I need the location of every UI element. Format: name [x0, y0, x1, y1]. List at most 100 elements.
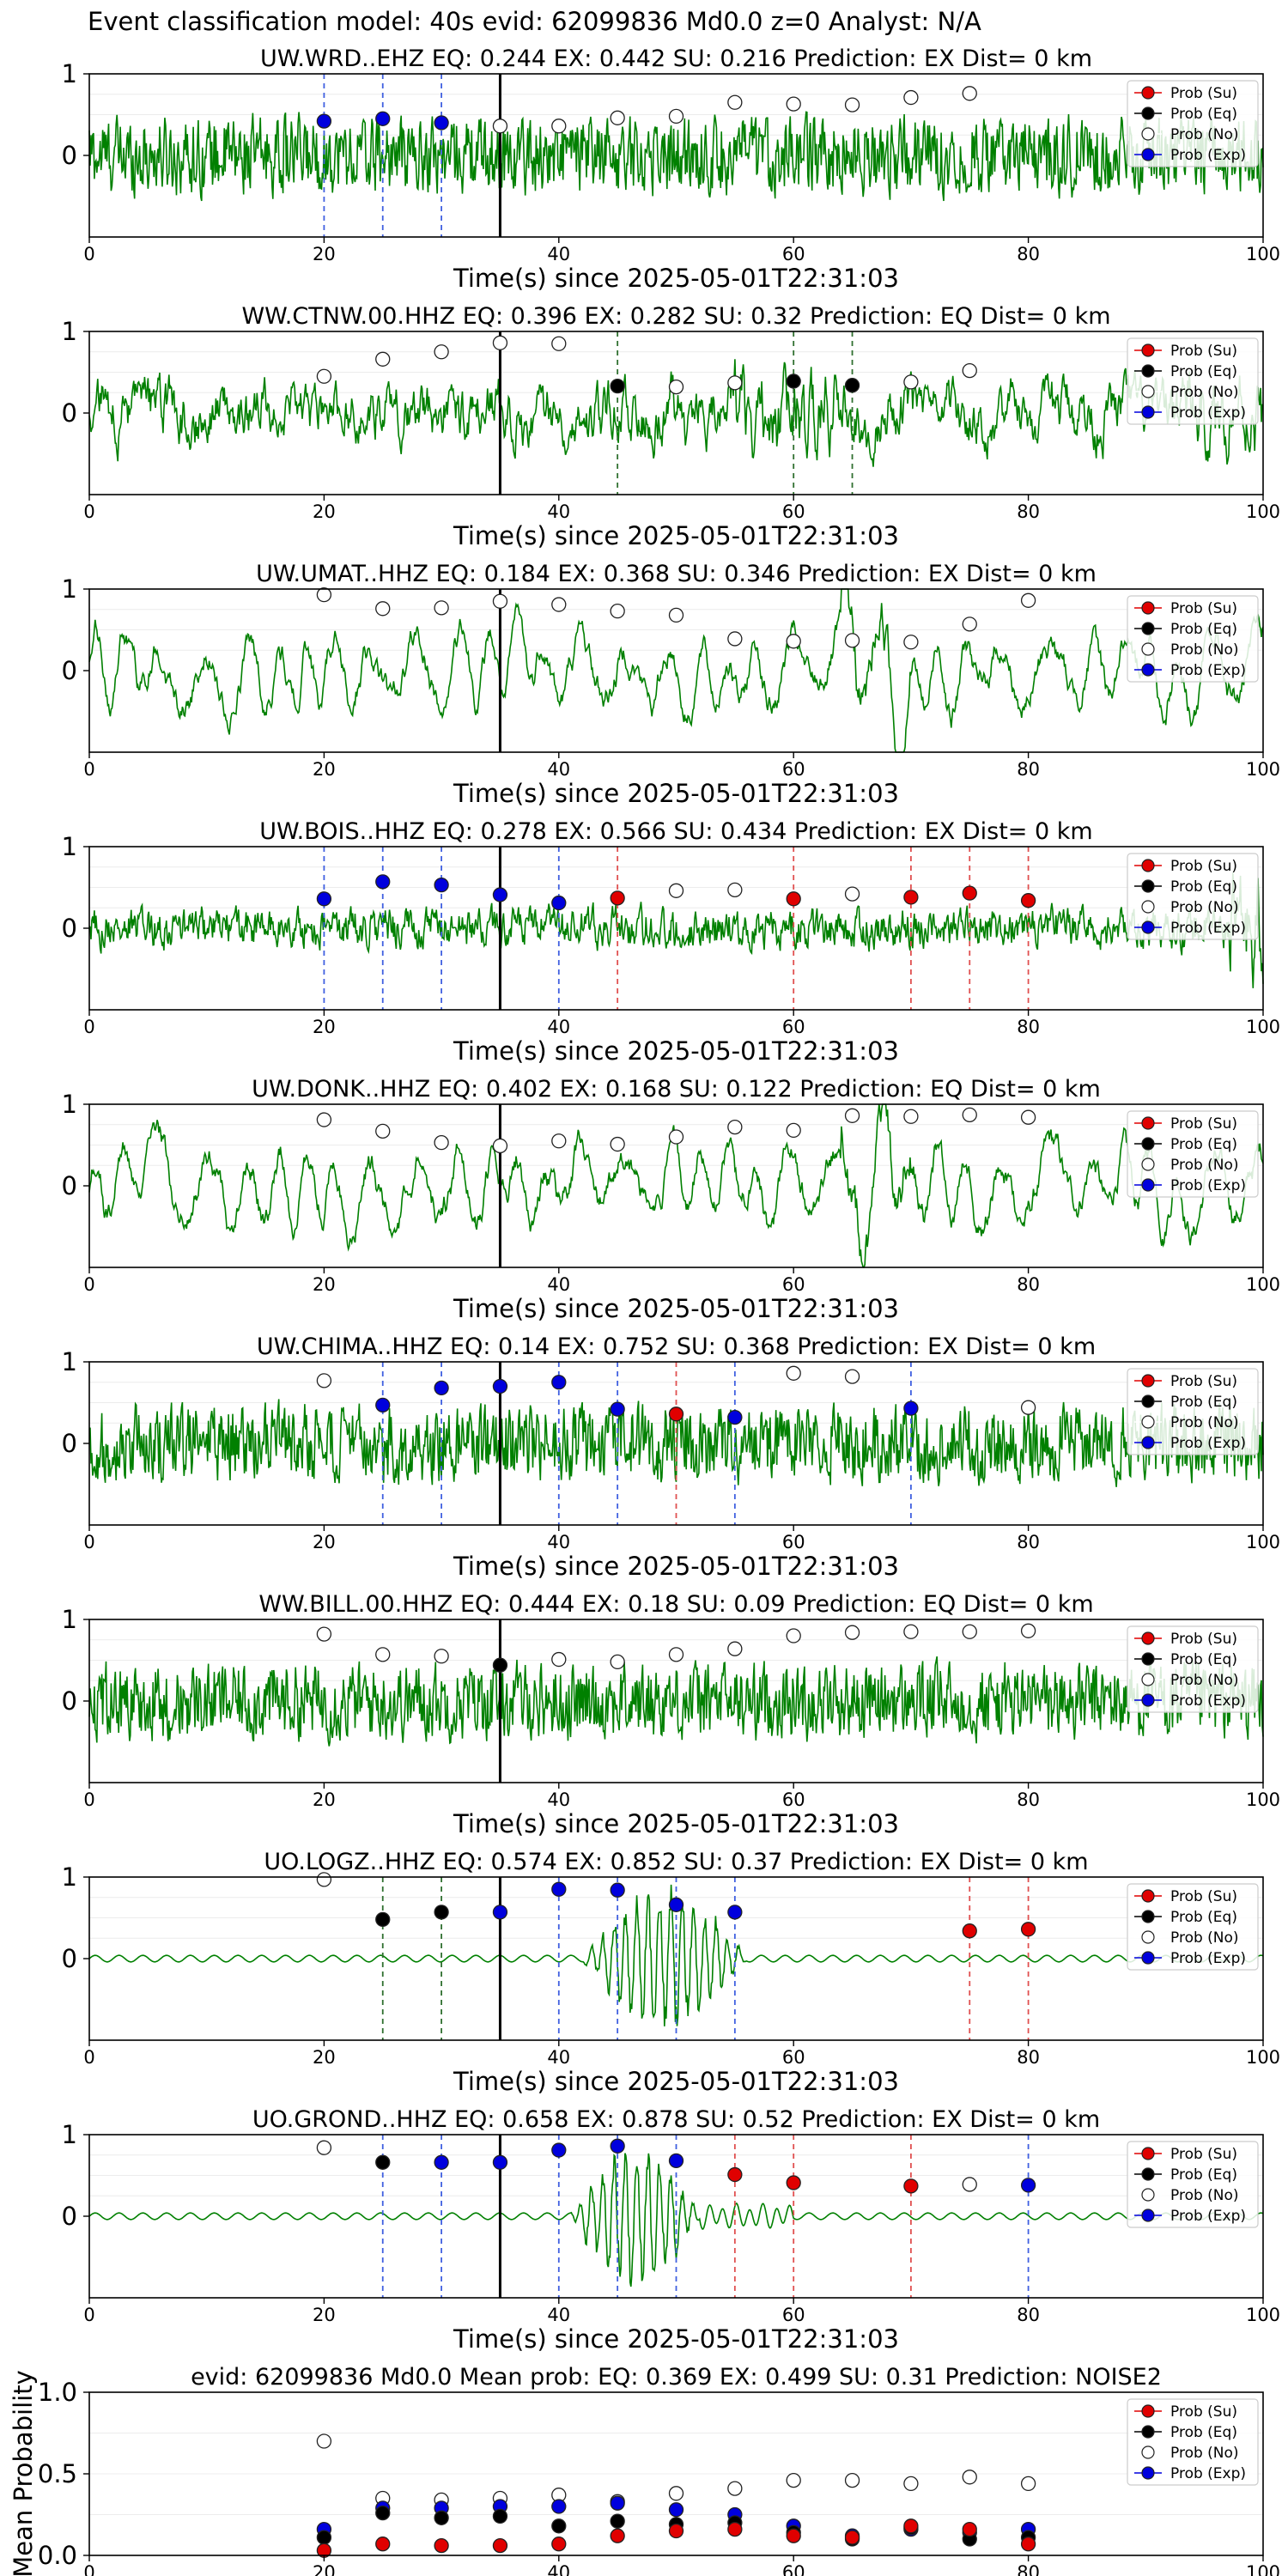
prob-marker-no: [844, 1369, 860, 1384]
y-tick-label: 0: [62, 141, 77, 170]
prob-marker-no: [903, 1109, 919, 1124]
waveform-trace: [88, 588, 1264, 753]
prob-marker-no: [962, 617, 977, 632]
prob-marker-su: [1020, 1922, 1036, 1937]
x-tick-label: 60: [782, 759, 805, 780]
subplot-title: UW.DONK..HHZ EQ: 0.402 EX: 0.168 SU: 0.1…: [252, 1076, 1101, 1103]
subplot-title: evid: 62099836 Md0.0 Mean prob: EQ: 0.36…: [191, 2364, 1162, 2391]
prob-marker-no: [316, 1112, 332, 1127]
prob-marker-exp: [903, 1400, 919, 1416]
x-axis-label: Time(s) since 2025-05-01T22:31:03: [453, 1809, 899, 1838]
y-tick-label: 0: [62, 656, 77, 685]
prob-marker-no: [434, 344, 449, 360]
legend-label: Prob (Eq): [1170, 878, 1237, 896]
x-tick-label: 60: [782, 1789, 805, 1810]
prob-marker-no: [316, 1626, 332, 1642]
x-tick-label: 40: [547, 1017, 570, 1037]
legend-label: Prob (Su): [1170, 1631, 1237, 1648]
x-tick-label: 40: [547, 1274, 570, 1295]
x-tick-label: 0: [83, 1274, 94, 1295]
x-tick-label: 0: [83, 2047, 94, 2068]
prob-marker-no: [962, 2177, 977, 2192]
prob-marker-su: [903, 890, 919, 905]
legend-marker-exp: [1141, 1693, 1155, 1707]
x-tick-label: 20: [313, 1274, 336, 1295]
x-tick-label: 0: [83, 1532, 94, 1552]
x-tick-label: 60: [782, 2305, 805, 2325]
legend-marker-eq: [1141, 106, 1155, 120]
y-tick-label: 1.0: [38, 2378, 77, 2407]
prob-marker-exp: [434, 115, 449, 131]
x-tick-label: 40: [547, 1789, 570, 1810]
x-tick-label: 80: [1017, 1274, 1040, 1295]
prob-marker-no: [727, 94, 743, 110]
legend-label: Prob (Su): [1170, 600, 1237, 617]
x-tick-label: 20: [313, 2047, 336, 2068]
legend-marker-no: [1141, 1157, 1155, 1171]
prob-marker-exp: [375, 1397, 391, 1413]
legend-label: Prob (No): [1170, 1929, 1239, 1947]
legend-marker-su: [1141, 1374, 1155, 1388]
legend: Prob (Su) Prob (Eq) Prob (No) Prob (Exp): [1127, 1625, 1259, 1713]
prob-marker-no: [844, 1625, 860, 1640]
y-tick-label: 0: [62, 1686, 77, 1716]
legend-marker-su: [1141, 859, 1155, 872]
legend-marker-exp: [1141, 148, 1155, 161]
prob-marker-no: [551, 1651, 567, 1668]
x-tick-label: 100: [1246, 2305, 1280, 2325]
legend-marker-eq: [1141, 1910, 1155, 1923]
subplot-title: UW.WRD..EHZ EQ: 0.244 EX: 0.442 SU: 0.21…: [260, 46, 1092, 72]
legend-marker-su: [1141, 343, 1155, 357]
x-tick-label: 40: [547, 759, 570, 780]
x-tick-label: 100: [1246, 501, 1280, 522]
legend-marker-su: [1141, 1116, 1155, 1130]
prob-marker-no: [551, 118, 567, 134]
y-tick-label: 1: [62, 2120, 77, 2149]
legend: Prob (Su) Prob (Eq) Prob (No) Prob (Exp): [1127, 595, 1259, 683]
prob-marker-su: [962, 1923, 977, 1939]
legend-label: Prob (Exp): [1170, 920, 1246, 937]
mean-prob-marker-su: [903, 2518, 919, 2534]
prob-marker-exp: [492, 1378, 508, 1394]
legend-label: Prob (Eq): [1170, 106, 1237, 123]
y-tick-label: 0: [62, 398, 77, 428]
prob-marker-no: [962, 1107, 977, 1122]
legend-box: [1127, 595, 1259, 683]
x-tick-label: 80: [1017, 1789, 1040, 1810]
prob-marker-no: [1020, 1109, 1036, 1125]
mean-prob-marker-su: [551, 2537, 567, 2552]
x-tick-label: 20: [313, 1017, 336, 1037]
prob-marker-su: [786, 2175, 801, 2190]
x-tick-label: 60: [782, 1274, 805, 1295]
mean-prob-marker-su: [668, 2523, 684, 2539]
legend-marker-eq: [1141, 879, 1155, 893]
prob-marker-no: [492, 335, 508, 350]
prob-marker-no: [668, 1129, 684, 1145]
prob-marker-no: [316, 368, 332, 384]
legend-label: Prob (Eq): [1170, 1136, 1237, 1153]
prob-marker-exp: [316, 113, 332, 129]
legend-label: Prob (Exp): [1170, 1435, 1246, 1452]
prob-marker-exp: [492, 2154, 508, 2170]
legend-label: Prob (Eq): [1170, 2424, 1237, 2441]
x-tick-label: 40: [547, 2562, 570, 2576]
x-tick-label: 80: [1017, 1017, 1040, 1037]
waveform-trace: [88, 1656, 1264, 1747]
y-tick-label: 0: [62, 1171, 77, 1200]
legend-label: Prob (Eq): [1170, 621, 1237, 638]
legend-marker-no: [1141, 1673, 1155, 1686]
prob-marker-no: [962, 362, 977, 379]
prob-marker-no: [668, 1647, 684, 1662]
legend: Prob (Su) Prob (Eq) Prob (No) Prob (Exp): [1127, 1368, 1259, 1455]
y-tick-label: 0: [62, 2202, 77, 2231]
prob-marker-no: [844, 633, 860, 648]
legend-label: Prob (No): [1170, 641, 1239, 659]
x-tick-label: 40: [547, 501, 570, 522]
prob-marker-no: [492, 1138, 508, 1154]
prob-marker-no: [844, 97, 860, 112]
prob-marker-su: [786, 891, 801, 907]
y-tick-label: 0.5: [38, 2459, 77, 2488]
mean-prob-marker-no: [786, 2472, 801, 2488]
prob-marker-no: [786, 1365, 801, 1381]
